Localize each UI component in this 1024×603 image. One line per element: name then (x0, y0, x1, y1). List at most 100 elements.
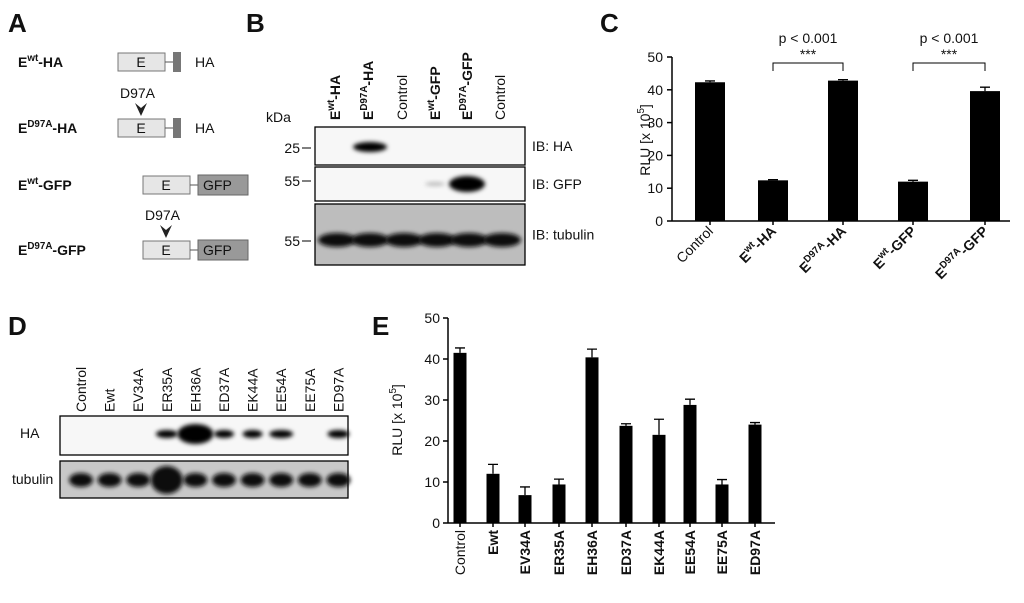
error-bar (488, 463, 498, 474)
lane-label-part: E (427, 111, 443, 120)
construct-label: ED97A-GFP (18, 241, 86, 258)
lane-label-part: Control (394, 75, 410, 120)
band (183, 473, 208, 487)
y-tick-label: 30 (424, 392, 440, 408)
lane-label-part: D97A (359, 86, 370, 111)
lane-label-part: -GFP (459, 52, 475, 85)
error-bar (838, 78, 848, 81)
lane-label: ED97A-GFP (458, 52, 475, 120)
lane-label: Ewt-HA (326, 75, 343, 120)
construct-label-part: -GFP (38, 177, 71, 193)
bar (898, 181, 928, 221)
y-tick-label: 0 (655, 213, 663, 229)
y-axis-label-part: 5 (636, 108, 647, 114)
y-tick-label: 0 (432, 515, 440, 531)
lane-label: EE75A (302, 368, 318, 412)
x-tick-label: EE75A (714, 530, 730, 574)
error-bar (520, 486, 530, 496)
marker-label: 55 (284, 173, 300, 189)
construct-label: Ewt-HA (18, 53, 63, 70)
band (242, 430, 263, 438)
lane-label: EV34A (130, 368, 146, 412)
x-tick-label: EE54A (682, 530, 698, 574)
lane-label-part: D97A (458, 86, 469, 111)
y-tick-label: 20 (647, 147, 663, 163)
x-tick-label-part: EE75A (714, 530, 730, 574)
mutation-label: D97A (120, 85, 156, 101)
lane-label: Control (394, 75, 410, 120)
construct-label-part: wt (26, 53, 39, 64)
marker-label: 25 (284, 140, 300, 156)
x-tick-label-part: EE54A (682, 530, 698, 574)
x-tick-label-part: EV34A (517, 530, 533, 574)
p-value: p < 0.001 (920, 30, 979, 46)
mutation-arrow (160, 225, 172, 238)
bar (518, 495, 532, 523)
panel-letter: D (8, 311, 27, 341)
error-bar (685, 398, 695, 405)
bar (552, 484, 566, 523)
y-axis-label: RLU [x 105] (636, 104, 653, 176)
band (269, 430, 294, 438)
construct-label: Ewt-GFP (18, 176, 72, 193)
lane-label: ED97A-HA (359, 61, 376, 120)
bracket (772, 62, 844, 71)
construct-label-part: wt (26, 176, 39, 187)
bar (695, 82, 725, 221)
y-tick-label: 40 (424, 351, 440, 367)
error-bar (554, 478, 564, 485)
error-bar (455, 347, 465, 353)
bar (619, 425, 633, 523)
band (297, 473, 322, 487)
band (212, 473, 236, 487)
x-tick-label: ER35A (551, 530, 567, 575)
x-tick-label-part: Control (452, 530, 468, 575)
y-tick-label: 50 (424, 310, 440, 326)
bar (453, 352, 467, 523)
bar (652, 434, 666, 523)
domain-label: E (136, 54, 145, 70)
band (449, 176, 485, 192)
x-tick-label: EV34A (517, 530, 533, 574)
band (425, 182, 445, 186)
error-bar (980, 86, 990, 92)
lane-label: EH36A (187, 367, 203, 412)
tag-label: GFP (203, 242, 232, 258)
y-axis-label-part: RLU [x 10 (389, 393, 405, 455)
construct-label-part: -HA (38, 54, 63, 70)
lane-label-part: E (459, 111, 475, 120)
probe-label: IB: tubulin (532, 227, 594, 243)
construct-label-part: E (18, 177, 27, 193)
construct-label: ED97A-HA (18, 119, 77, 136)
band (126, 473, 151, 487)
x-tick-label: EK44A (651, 530, 667, 575)
band (150, 466, 183, 494)
lane-label-part: E (327, 111, 343, 120)
error-bar (621, 423, 631, 426)
x-tick-label-part: ER35A (551, 530, 567, 575)
domain-label: E (136, 120, 145, 136)
lane-label: Ewt (102, 389, 118, 412)
band (418, 233, 456, 247)
panel-letter: E (372, 311, 389, 341)
x-tick-label: EH36A (584, 530, 600, 575)
construct-label-part: E (18, 242, 27, 258)
error-bar (768, 179, 778, 181)
x-tick-label: ED37A (618, 530, 634, 575)
construct-label-part: E (18, 120, 27, 136)
band (155, 430, 178, 438)
y-tick-label: 10 (424, 474, 440, 490)
error-bar (654, 418, 664, 435)
bar (758, 180, 788, 221)
band (269, 473, 294, 487)
x-tick-label-part: Ewt (485, 530, 501, 555)
unit-label: kDa (266, 109, 291, 125)
lane-label: EK44A (245, 368, 261, 412)
p-value: p < 0.001 (779, 30, 838, 46)
panel-letter: B (246, 8, 265, 38)
x-tick-label-part: EK44A (651, 530, 667, 575)
y-axis-label: RLU [x 105] (388, 384, 405, 456)
band (318, 233, 356, 247)
error-bar (717, 478, 727, 485)
significance: *** (941, 46, 958, 62)
